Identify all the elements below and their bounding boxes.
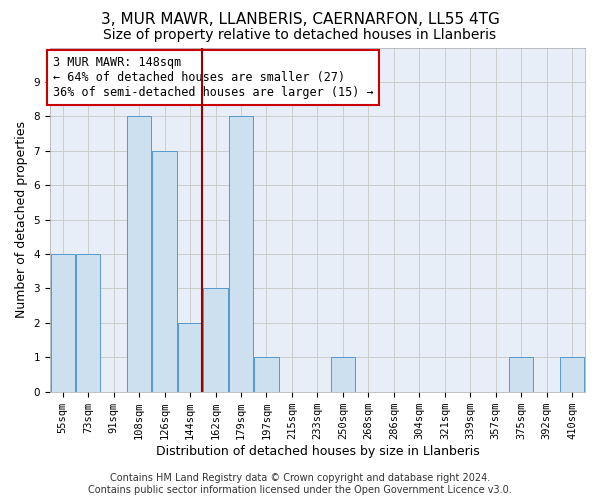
Text: Contains HM Land Registry data © Crown copyright and database right 2024.
Contai: Contains HM Land Registry data © Crown c… (88, 474, 512, 495)
Y-axis label: Number of detached properties: Number of detached properties (15, 121, 28, 318)
Bar (178, 323, 202, 392)
Text: 3, MUR MAWR, LLANBERIS, CAERNARFON, LL55 4TG: 3, MUR MAWR, LLANBERIS, CAERNARFON, LL55… (101, 12, 499, 28)
Bar (50, 254, 75, 392)
Bar (254, 358, 278, 392)
X-axis label: Distribution of detached houses by size in Llanberis: Distribution of detached houses by size … (155, 444, 479, 458)
Bar (560, 358, 584, 392)
Bar (331, 358, 355, 392)
Bar (76, 254, 100, 392)
Bar (229, 116, 253, 392)
Text: Size of property relative to detached houses in Llanberis: Size of property relative to detached ho… (103, 28, 497, 42)
Bar (152, 151, 176, 392)
Bar (127, 116, 151, 392)
Bar (203, 288, 227, 392)
Text: 3 MUR MAWR: 148sqm
← 64% of detached houses are smaller (27)
36% of semi-detache: 3 MUR MAWR: 148sqm ← 64% of detached hou… (53, 56, 373, 99)
Bar (509, 358, 533, 392)
